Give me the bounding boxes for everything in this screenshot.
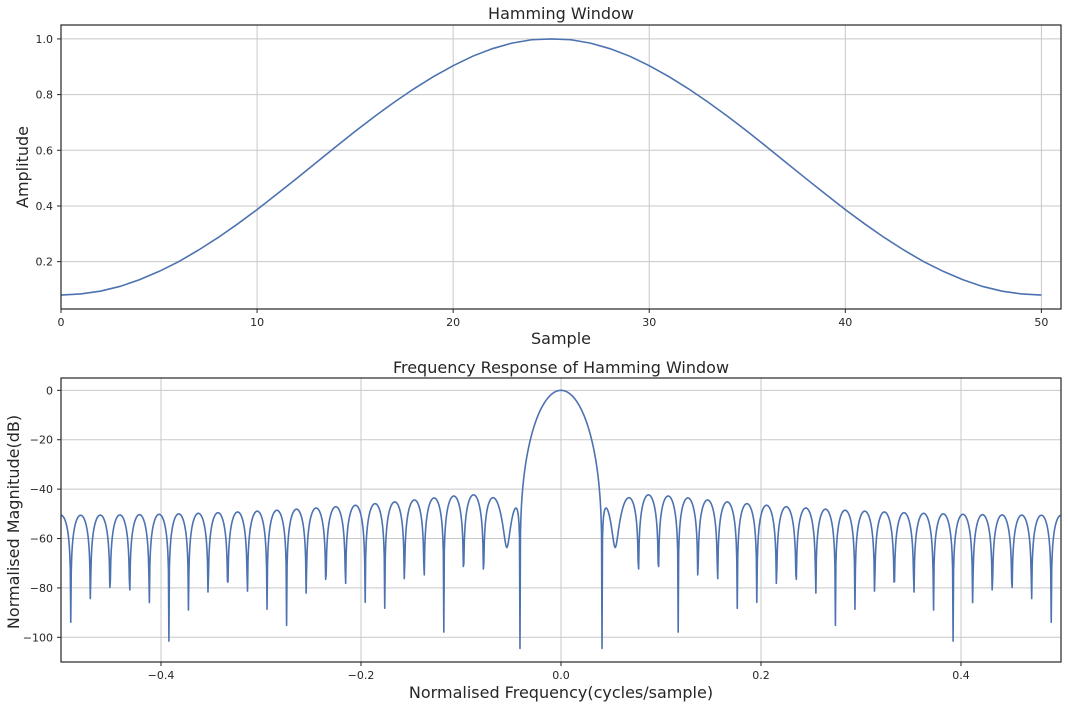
freq-series-line bbox=[61, 389, 1061, 650]
window-x-axis-label: Sample bbox=[531, 329, 591, 348]
window-chart-title: Hamming Window bbox=[488, 4, 634, 23]
freq-chart-title: Frequency Response of Hamming Window bbox=[393, 358, 729, 377]
x-tick-label: −0.2 bbox=[348, 669, 375, 682]
x-tick-label: −0.4 bbox=[148, 669, 175, 682]
freq-y-ticks: 0 −20 −40 −60 −80 −100 bbox=[23, 384, 61, 644]
x-tick-label: 0.4 bbox=[952, 669, 970, 682]
window-y-axis-label: Amplitude bbox=[13, 126, 32, 208]
window-x-ticks: 0 10 20 30 40 50 bbox=[58, 309, 1048, 329]
y-tick-label: −40 bbox=[30, 483, 53, 496]
freq-y-axis-label: Normalised Magnitude(dB) bbox=[4, 415, 23, 629]
y-tick-label: 0.6 bbox=[36, 144, 54, 157]
window-series-line bbox=[61, 38, 1042, 296]
x-tick-label: 40 bbox=[838, 316, 852, 329]
y-tick-label: 1.0 bbox=[36, 33, 54, 46]
y-tick-label: −20 bbox=[30, 434, 53, 447]
y-tick-label: 0 bbox=[46, 384, 53, 397]
x-tick-label: 10 bbox=[250, 316, 264, 329]
freq-x-axis-label: Normalised Frequency(cycles/sample) bbox=[409, 683, 713, 702]
x-tick-label: 0.0 bbox=[552, 669, 570, 682]
y-tick-label: −100 bbox=[23, 631, 53, 644]
freq-x-ticks: −0.4 −0.2 0.0 0.2 0.4 bbox=[148, 662, 970, 682]
window-grid bbox=[60, 25, 1061, 309]
x-tick-label: 30 bbox=[642, 316, 656, 329]
y-tick-label: −80 bbox=[30, 582, 53, 595]
window-plot-frame bbox=[60, 24, 1062, 310]
freq-grid bbox=[61, 378, 1061, 662]
y-tick-label: 0.2 bbox=[36, 256, 54, 269]
freq-response-chart: −0.4 −0.2 0.0 0.2 0.4 0 −20 −40 −60 −80 −100 Freq… bbox=[4, 358, 1062, 702]
y-tick-label: −60 bbox=[30, 533, 53, 546]
x-tick-label: 0.2 bbox=[752, 669, 770, 682]
x-tick-label: 0 bbox=[58, 316, 65, 329]
window-chart: 0 10 20 30 40 50 0.2 0.4 0.6 0.8 1.0 Hamming Wind… bbox=[13, 4, 1062, 348]
x-tick-label: 20 bbox=[446, 316, 460, 329]
x-tick-label: 50 bbox=[1034, 316, 1048, 329]
y-tick-label: 0.4 bbox=[36, 200, 54, 213]
y-tick-label: 0.8 bbox=[36, 89, 54, 102]
window-plot-area bbox=[61, 25, 1061, 309]
window-y-ticks: 0.2 0.4 0.6 0.8 1.0 bbox=[36, 33, 61, 269]
